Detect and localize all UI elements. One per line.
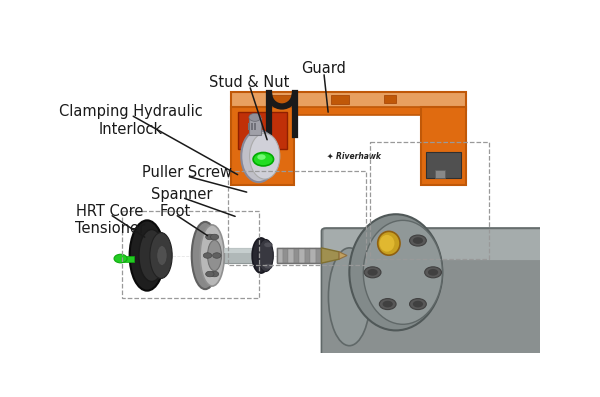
FancyBboxPatch shape	[324, 229, 547, 260]
Circle shape	[206, 234, 214, 240]
Circle shape	[257, 154, 266, 160]
Ellipse shape	[252, 238, 270, 273]
Circle shape	[383, 237, 393, 244]
Ellipse shape	[241, 130, 276, 182]
Circle shape	[379, 299, 396, 310]
Bar	[248, 123, 250, 130]
Bar	[316, 248, 322, 263]
Bar	[289, 248, 294, 263]
Ellipse shape	[363, 220, 442, 324]
Bar	[270, 95, 296, 104]
Ellipse shape	[200, 225, 224, 286]
Bar	[331, 95, 349, 104]
Circle shape	[264, 242, 272, 248]
Circle shape	[253, 152, 274, 166]
Ellipse shape	[378, 231, 400, 255]
Ellipse shape	[157, 246, 167, 266]
Bar	[229, 172, 365, 265]
Polygon shape	[339, 252, 347, 259]
Ellipse shape	[258, 239, 274, 272]
Bar	[224, 248, 266, 253]
FancyBboxPatch shape	[322, 228, 550, 362]
Circle shape	[364, 267, 381, 278]
Ellipse shape	[192, 222, 218, 289]
Text: Puller Screw: Puller Screw	[142, 165, 232, 180]
Text: Guard: Guard	[301, 62, 346, 76]
Circle shape	[203, 253, 212, 258]
Circle shape	[413, 301, 423, 307]
Bar	[231, 107, 293, 185]
Circle shape	[249, 114, 261, 121]
Bar	[283, 248, 289, 263]
Bar	[421, 107, 466, 185]
Ellipse shape	[250, 133, 280, 179]
Bar	[231, 107, 466, 115]
Bar	[299, 248, 305, 263]
Polygon shape	[322, 248, 339, 263]
Ellipse shape	[150, 233, 172, 278]
Ellipse shape	[130, 220, 164, 291]
Circle shape	[211, 234, 218, 240]
Ellipse shape	[208, 240, 221, 271]
Bar	[121, 211, 259, 298]
Text: Spanner: Spanner	[151, 187, 212, 202]
Circle shape	[367, 269, 378, 276]
Text: HRT Core
Tensioner: HRT Core Tensioner	[75, 204, 145, 236]
Bar	[294, 248, 299, 263]
Circle shape	[114, 254, 127, 263]
Circle shape	[428, 269, 438, 276]
Bar	[121, 256, 134, 262]
Bar	[250, 118, 261, 135]
Ellipse shape	[380, 235, 394, 252]
Circle shape	[383, 301, 393, 307]
Bar	[436, 170, 445, 177]
Bar	[370, 143, 489, 258]
Text: Foot: Foot	[160, 204, 191, 218]
Bar	[384, 95, 396, 103]
Bar	[231, 92, 466, 110]
Circle shape	[379, 235, 396, 246]
Bar	[310, 248, 316, 263]
Ellipse shape	[328, 248, 370, 346]
Circle shape	[425, 267, 442, 278]
Circle shape	[264, 264, 272, 269]
Text: ✦ Riverhawk: ✦ Riverhawk	[327, 152, 381, 161]
Bar	[277, 248, 283, 263]
Bar	[305, 248, 310, 263]
Text: Clamping Hydraulic
Interlock: Clamping Hydraulic Interlock	[59, 104, 203, 137]
Bar	[254, 123, 256, 130]
Ellipse shape	[139, 229, 164, 281]
Circle shape	[206, 271, 214, 277]
Circle shape	[410, 235, 427, 246]
Bar	[277, 248, 322, 263]
Ellipse shape	[349, 214, 442, 330]
Text: Stud & Nut: Stud & Nut	[209, 75, 290, 90]
Circle shape	[211, 271, 218, 277]
Circle shape	[212, 253, 221, 258]
Circle shape	[410, 299, 427, 310]
Circle shape	[413, 237, 423, 244]
Bar	[251, 123, 253, 130]
Bar	[224, 248, 266, 263]
Bar	[238, 112, 287, 148]
Bar	[426, 152, 461, 177]
